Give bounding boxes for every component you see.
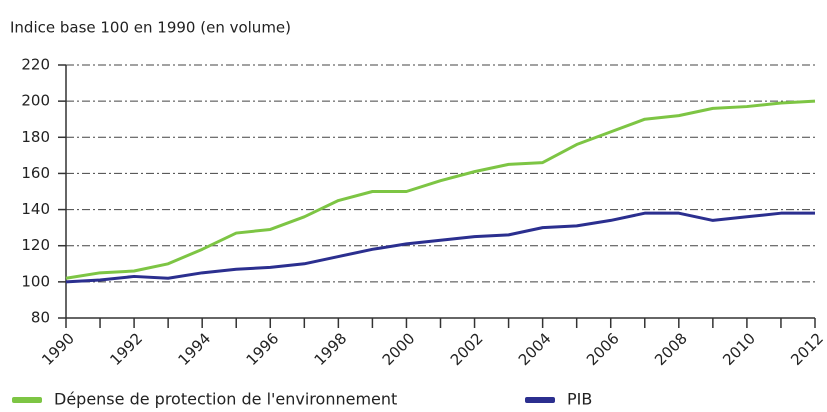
y-tick-label: 80 bbox=[31, 309, 50, 327]
x-tick-label: 1998 bbox=[311, 329, 351, 369]
y-tick-label: 180 bbox=[21, 128, 50, 146]
y-tick-label: 140 bbox=[21, 200, 50, 218]
y-tick-label: 220 bbox=[21, 56, 50, 74]
legend-swatch bbox=[12, 397, 42, 403]
y-tick-label: 120 bbox=[21, 236, 50, 254]
x-tick-label: 1996 bbox=[243, 329, 283, 369]
x-tick-label: 1992 bbox=[106, 329, 146, 369]
x-tick-label: 2004 bbox=[515, 329, 555, 369]
legend-label: Dépense de protection de l'environnement bbox=[54, 390, 397, 409]
series-line bbox=[65, 99, 816, 280]
chart-title: Indice base 100 en 1990 (en volume) bbox=[10, 19, 291, 37]
x-tick-label: 2012 bbox=[787, 329, 827, 369]
y-tick-label: 200 bbox=[21, 92, 50, 110]
y-tick-label: 160 bbox=[21, 164, 50, 182]
x-tick-label: 2006 bbox=[583, 329, 623, 369]
series-line bbox=[65, 211, 815, 284]
x-tick-label: 2010 bbox=[719, 329, 759, 369]
x-tick-label: 2008 bbox=[651, 329, 691, 369]
x-tick-label: 1994 bbox=[174, 329, 214, 369]
legend-swatch bbox=[525, 397, 555, 403]
x-tick-label: 2000 bbox=[379, 329, 419, 369]
legend-label: PIB bbox=[567, 390, 592, 409]
x-tick-label: 1990 bbox=[38, 329, 78, 369]
y-tick-label: 100 bbox=[21, 272, 50, 290]
x-tick-label: 2002 bbox=[447, 329, 487, 369]
